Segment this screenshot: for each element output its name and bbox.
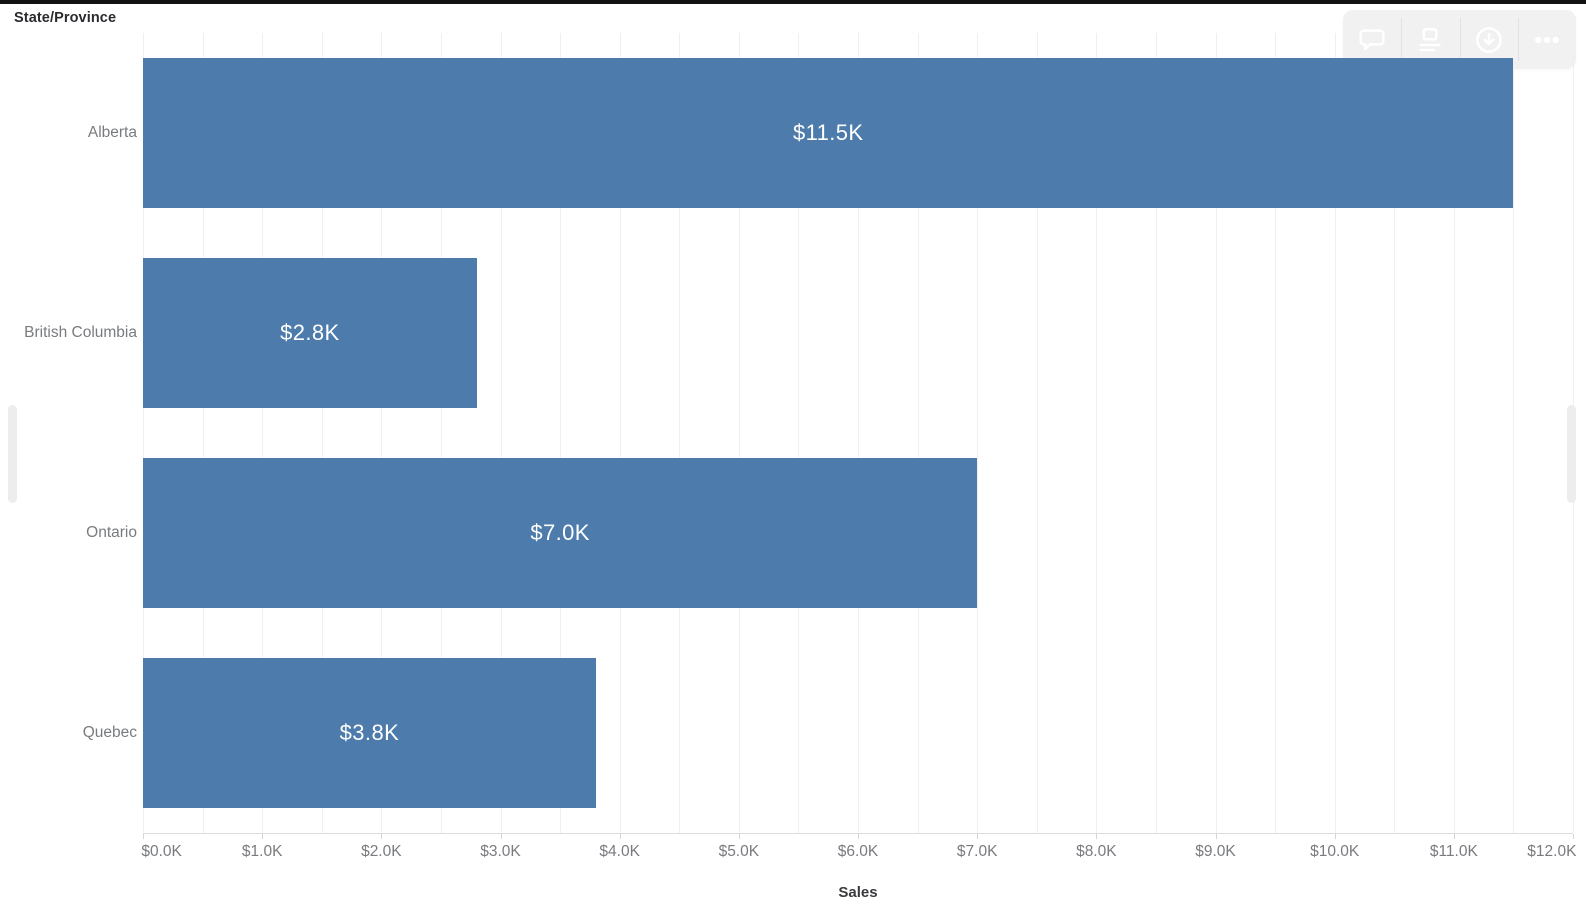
x-tick-label: $5.0K bbox=[718, 843, 760, 860]
x-tick-label: $0.0K bbox=[141, 843, 182, 860]
bar-value-label: $2.8K bbox=[280, 320, 340, 345]
gridline bbox=[1334, 33, 1336, 833]
gridline bbox=[321, 33, 323, 833]
x-tick-mark bbox=[858, 834, 859, 839]
bar-row: $11.5K bbox=[143, 33, 1573, 233]
left-pane-scroll-handle[interactable] bbox=[8, 405, 17, 503]
x-tick-mark bbox=[1334, 834, 1336, 839]
gridline bbox=[1036, 33, 1038, 833]
bar-value-label: $11.5K bbox=[792, 120, 864, 145]
x-tick-mark bbox=[500, 834, 502, 839]
x-tick-mark bbox=[1573, 834, 1574, 839]
bar-alberta[interactable]: $11.5K bbox=[143, 58, 1514, 208]
bar-value-label: $3.8K bbox=[339, 720, 400, 745]
sheet-title: State/Province bbox=[14, 10, 117, 26]
x-tick-mark bbox=[1453, 834, 1455, 839]
gridline bbox=[798, 33, 800, 833]
x-tick-label: $7.0K bbox=[956, 843, 998, 860]
gridline bbox=[440, 33, 442, 833]
category-label[interactable]: Ontario bbox=[86, 524, 137, 541]
gridline bbox=[679, 33, 681, 833]
bar-ontario[interactable]: $7.0K bbox=[143, 458, 978, 608]
x-tick-mark bbox=[738, 834, 740, 839]
bar-row: $2.8K bbox=[143, 233, 1573, 433]
x-tick-label: $9.0K bbox=[1195, 843, 1236, 860]
bar-row: $3.8K bbox=[143, 633, 1573, 833]
gridline bbox=[738, 33, 740, 833]
gridline bbox=[1155, 33, 1157, 833]
gridline bbox=[262, 33, 264, 833]
bar-rows: $11.5K $2.8K $7.0K $3.8K bbox=[143, 33, 1573, 833]
gridline bbox=[500, 33, 502, 833]
gridline bbox=[619, 33, 621, 833]
ellipsis-icon bbox=[1532, 25, 1562, 55]
comment-button[interactable] bbox=[1343, 10, 1401, 69]
category-label[interactable]: British Columbia bbox=[24, 324, 137, 341]
x-tick-label: $8.0K bbox=[1076, 843, 1117, 860]
x-tick-label: $11.0K bbox=[1429, 843, 1478, 860]
gridline bbox=[560, 33, 562, 833]
category-label[interactable]: Alberta bbox=[87, 124, 137, 141]
gridline bbox=[1096, 33, 1098, 833]
x-tick-mark bbox=[381, 834, 383, 839]
category-axis: Alberta British Columbia Ontario Quebec bbox=[0, 33, 137, 833]
data-summary-icon bbox=[1415, 25, 1445, 55]
bar-value-label: $7.0K bbox=[530, 520, 590, 545]
gridline bbox=[1394, 33, 1396, 833]
x-axis-line bbox=[143, 833, 1573, 834]
gridline bbox=[381, 33, 383, 833]
gridline bbox=[143, 33, 144, 833]
gridline bbox=[1275, 33, 1277, 833]
x-tick-mark bbox=[262, 834, 264, 839]
download-icon bbox=[1474, 25, 1504, 55]
x-tick-mark bbox=[619, 834, 621, 839]
gridline bbox=[1513, 33, 1515, 833]
download-button[interactable] bbox=[1459, 10, 1518, 69]
x-tick-label: $3.0K bbox=[480, 843, 521, 860]
x-tick-label: $12.0K bbox=[1527, 843, 1577, 860]
gridline bbox=[977, 33, 979, 833]
x-tick-mark bbox=[977, 834, 979, 839]
bar-chart-plot-area: $11.5K $2.8K $7.0K $3.8K bbox=[143, 33, 1574, 833]
gridline bbox=[917, 33, 919, 833]
speech-bubble-icon bbox=[1357, 25, 1387, 55]
x-tick-mark bbox=[1215, 834, 1217, 839]
x-tick-mark bbox=[143, 834, 144, 839]
bar-quebec[interactable]: $3.8K bbox=[143, 658, 596, 808]
x-tick-label: $4.0K bbox=[599, 843, 640, 860]
x-tick-mark bbox=[1096, 834, 1098, 839]
bar-british-columbia[interactable]: $2.8K bbox=[143, 258, 477, 408]
right-pane-scroll-handle[interactable] bbox=[1567, 405, 1576, 503]
more-options-button[interactable] bbox=[1517, 10, 1576, 69]
x-tick-label: $10.0K bbox=[1310, 843, 1360, 860]
gridline bbox=[858, 33, 859, 833]
gridline bbox=[1215, 33, 1217, 833]
window-top-border bbox=[0, 0, 1586, 4]
bar-row: $7.0K bbox=[143, 433, 1573, 633]
x-axis-title: Sales bbox=[838, 884, 878, 901]
x-tick-label: $1.0K bbox=[241, 843, 283, 860]
gridline bbox=[1453, 33, 1455, 833]
gridline bbox=[202, 33, 204, 833]
category-label[interactable]: Quebec bbox=[82, 724, 137, 741]
x-tick-label: $6.0K bbox=[837, 843, 879, 860]
view-data-button[interactable] bbox=[1401, 10, 1459, 69]
x-tick-label: $2.0K bbox=[361, 843, 402, 860]
